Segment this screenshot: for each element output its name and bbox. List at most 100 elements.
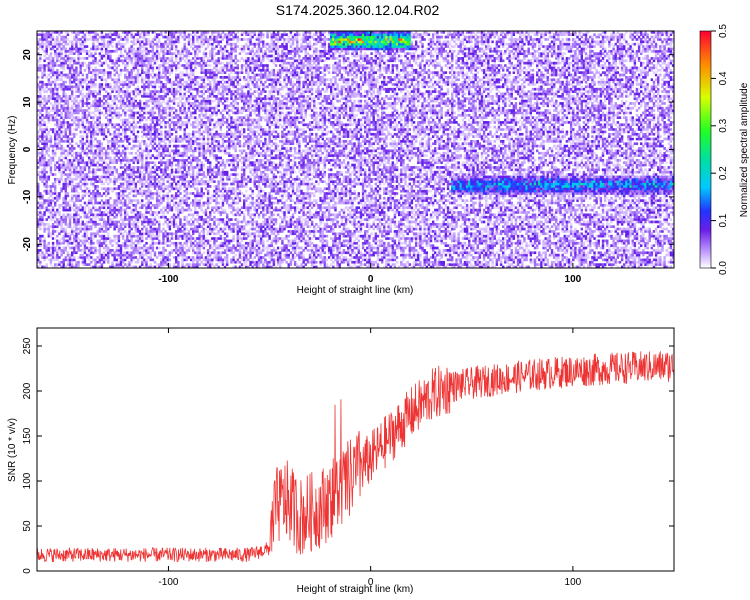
heatmap-cell <box>132 132 135 136</box>
heatmap-cell <box>198 201 201 205</box>
heatmap-cell <box>41 218 44 221</box>
heatmap-cell <box>94 83 97 86</box>
heatmap-cell <box>124 59 127 63</box>
heatmap-cell <box>37 137 40 141</box>
heatmap-cell <box>98 144 101 148</box>
heatmap-cell <box>87 64 91 67</box>
heatmap-cell <box>107 106 110 110</box>
heatmap-cell <box>202 154 206 157</box>
heatmap-cell <box>60 177 63 181</box>
heatmap-cell <box>138 249 142 252</box>
heatmap-cell <box>196 118 199 122</box>
heatmap-cell <box>121 97 125 101</box>
heatmap-cell <box>85 104 89 108</box>
heatmap-cell <box>172 170 176 174</box>
heatmap-cell <box>194 211 197 214</box>
heatmap-cell <box>168 73 172 77</box>
heatmap-cell <box>166 80 169 84</box>
heatmap-cell <box>147 78 150 82</box>
heatmap-cell <box>94 97 97 101</box>
heatmap-cell <box>183 80 186 84</box>
heatmap-cell <box>77 49 80 53</box>
heatmap-cell <box>147 230 150 233</box>
heatmap-cell <box>164 187 167 191</box>
heatmap-cell <box>117 234 121 238</box>
heatmap-cell <box>204 263 208 266</box>
heatmap-cell <box>75 158 78 162</box>
heatmap-cell <box>141 125 144 129</box>
heatmap-cell <box>128 49 131 53</box>
heatmap-cell <box>104 52 108 55</box>
heatmap-cell <box>124 83 127 86</box>
heatmap-cell <box>119 97 123 101</box>
heatmap-cell <box>198 263 201 266</box>
heatmap-cell <box>166 244 169 247</box>
heatmap-cell <box>83 102 87 105</box>
heatmap-cell <box>187 168 191 172</box>
heatmap-cell <box>175 64 178 67</box>
heatmap-cell <box>39 253 42 257</box>
heatmap-cell <box>92 94 95 98</box>
heatmap-cell <box>51 185 55 188</box>
heatmap-cell <box>189 97 193 101</box>
heatmap-cell <box>202 35 206 39</box>
heatmap-cell <box>56 222 59 226</box>
heatmap-cell <box>192 102 195 105</box>
heatmap-cell <box>39 158 42 162</box>
heatmap-cell <box>124 149 127 153</box>
heatmap-cell <box>117 173 121 176</box>
heatmap-cell <box>179 118 182 122</box>
heatmap-cell <box>179 199 182 202</box>
heatmap-cell <box>73 222 76 226</box>
heatmap-cell <box>68 87 72 91</box>
heatmap-cell <box>107 192 110 195</box>
heatmap-cell <box>181 177 184 181</box>
heatmap-cell <box>158 225 161 229</box>
heatmap-cell <box>62 237 65 240</box>
heatmap-cell <box>185 140 189 143</box>
heatmap-cell <box>155 230 159 233</box>
heatmap-cell <box>147 40 150 44</box>
heatmap-cell <box>104 246 108 250</box>
heatmap-cell <box>192 213 195 217</box>
heatmap-cell <box>181 244 184 247</box>
heatmap-cell <box>83 111 87 115</box>
heatmap-cell <box>100 151 104 155</box>
heatmap-cell <box>104 189 108 193</box>
heatmap-cell <box>185 180 189 183</box>
heatmap-cell <box>94 47 97 51</box>
heatmap-cell <box>109 177 112 181</box>
heatmap-cell <box>85 253 89 257</box>
heatmap-cell <box>117 246 121 250</box>
heatmap-cell <box>75 97 78 101</box>
heatmap-cell <box>62 94 65 98</box>
heatmap-cell <box>151 47 155 51</box>
heatmap-cell <box>141 201 144 205</box>
heatmap-cell <box>109 38 112 41</box>
heatmap-cell <box>164 111 167 115</box>
heatmap-cell <box>196 253 199 257</box>
heatmap-cell <box>132 118 135 122</box>
heatmap-cell <box>124 194 127 198</box>
heatmap-cell <box>77 151 80 155</box>
heatmap-cell <box>96 128 99 131</box>
heatmap-cell <box>47 230 51 233</box>
heatmap-cell <box>81 175 85 179</box>
heatmap-cell <box>62 106 65 110</box>
heatmap-cell <box>96 222 99 226</box>
heatmap-cell <box>98 180 101 183</box>
heatmap-cell <box>189 244 193 247</box>
heatmap-cell <box>202 241 206 245</box>
heatmap-cell <box>200 118 203 122</box>
heatmap-cell <box>75 225 78 229</box>
heatmap-cell <box>136 92 140 96</box>
heatmap-cell <box>136 241 140 245</box>
heatmap-cell <box>53 49 57 53</box>
heatmap-cell <box>155 40 159 44</box>
heatmap-cell <box>160 265 163 268</box>
heatmap-cell <box>128 104 131 108</box>
heatmap-cell <box>151 64 155 67</box>
heatmap-cell <box>75 111 78 115</box>
heatmap-cell <box>77 123 80 127</box>
heatmap-cell <box>79 140 82 143</box>
